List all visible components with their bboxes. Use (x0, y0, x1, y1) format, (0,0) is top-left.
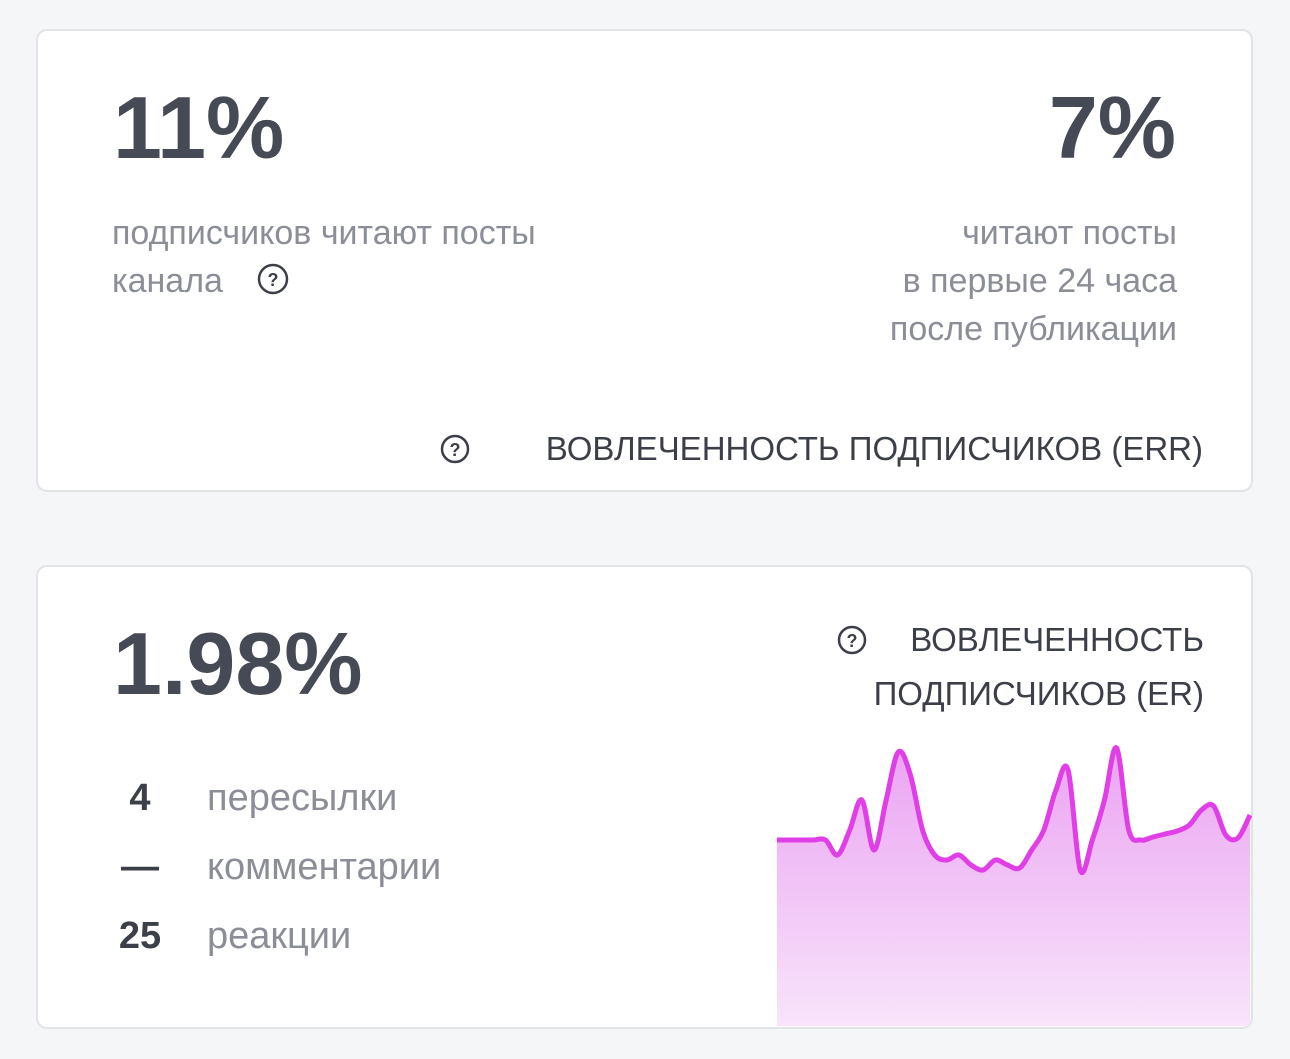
err-card (36, 29, 1253, 492)
svg-text:?: ? (847, 631, 858, 651)
metric: 7% (1049, 78, 1176, 177)
stat-count: 25 (119, 915, 161, 957)
metric: 1.98% (113, 614, 363, 713)
stats: 4 пересылки — комментарии 25 реакции (119, 777, 441, 957)
svg-text:?: ? (268, 270, 279, 290)
help-icon[interactable]: ? (440, 434, 470, 464)
caption: подписчиков читают посты (112, 214, 536, 252)
caption: в первые 24 часа (903, 262, 1177, 300)
help-icon[interactable]: ? (837, 625, 867, 655)
svg-text:?: ? (450, 440, 461, 460)
help-icon[interactable]: ? (257, 263, 289, 295)
stat-name: пересылки (207, 777, 397, 819)
sparkline-area (777, 747, 1250, 1026)
caption: после публикации (890, 310, 1177, 348)
stat-name: реакции (207, 915, 351, 957)
stat-count: — (121, 846, 159, 888)
card-label: ВОВЛЕЧЕННОСТЬ (910, 621, 1204, 658)
stat-count: 4 (129, 777, 150, 819)
metric: 11% (113, 78, 284, 177)
card-label: ВОВЛЕЧЕННОСТЬ ПОДПИСЧИКОВ (ERR) (546, 430, 1203, 467)
stat-name: комментарии (207, 846, 441, 888)
sparkline (776, 745, 1252, 1026)
card-label: ПОДПИСЧИКОВ (ER) (874, 675, 1204, 712)
sparkline-line (776, 745, 1252, 876)
caption: читают посты (962, 214, 1177, 252)
caption: канала (112, 262, 223, 300)
